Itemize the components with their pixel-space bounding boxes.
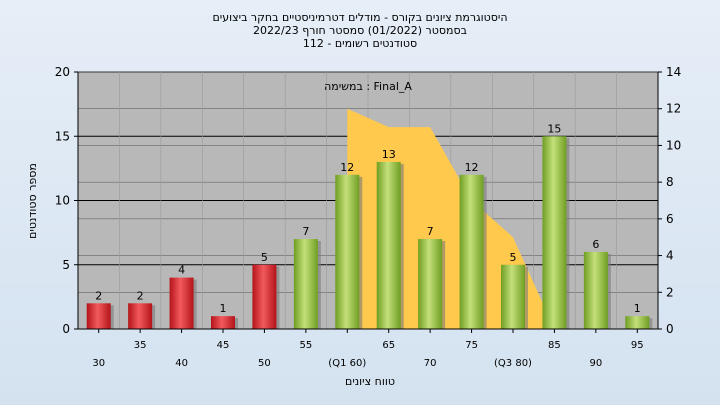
x-tick-label: 65 <box>382 340 395 351</box>
histogram-bar <box>418 239 443 329</box>
x-tick-label: 75 <box>465 340 478 351</box>
x-tick-label: 85 <box>548 340 561 351</box>
bar-value-label: 12 <box>465 161 479 174</box>
y-tick-label: 15 <box>55 129 70 143</box>
bar-value-label: 2 <box>95 289 102 302</box>
bar-value-label: 1 <box>220 302 227 315</box>
y-axis-label: מספר סטודנטים <box>26 163 39 239</box>
bar-value-label: 13 <box>382 148 396 161</box>
histogram-bar <box>128 303 153 329</box>
x-tick-label: (Q1 60) <box>328 358 366 369</box>
y2-tick-label: 12 <box>666 102 681 116</box>
histogram-bar <box>625 316 650 329</box>
y-tick-label: 5 <box>62 258 70 272</box>
bar-value-label: 5 <box>510 251 517 264</box>
bar-value-label: 15 <box>547 122 561 135</box>
chart-annotation: במשימה : Final_A <box>324 80 412 93</box>
y2-tick-label: 6 <box>666 212 674 226</box>
x-tick-label: 90 <box>589 358 602 369</box>
histogram-bar <box>293 239 318 329</box>
bar-value-label: 7 <box>427 225 434 238</box>
y2-tick-label: 14 <box>666 65 681 79</box>
histogram-bar <box>335 174 360 329</box>
x-tick-label: 70 <box>424 358 437 369</box>
x-tick-label: 40 <box>175 358 188 369</box>
histogram-bar <box>583 251 608 329</box>
bar-value-label: 12 <box>340 161 354 174</box>
x-tick-label: (Q3 80) <box>494 358 532 369</box>
y-tick-label: 0 <box>62 322 70 336</box>
x-axis-label: טווח ציונים <box>345 375 395 388</box>
histogram-bar <box>376 161 401 329</box>
x-tick-label: 50 <box>258 358 271 369</box>
y2-tick-label: 10 <box>666 138 681 152</box>
bar-value-label: 1 <box>634 302 641 315</box>
bar-value-label: 6 <box>592 238 599 251</box>
histogram-bar <box>252 264 277 329</box>
chart-subtitle-2: סטודנטים רשומים - 112 <box>302 37 418 50</box>
bar-value-label: 7 <box>302 225 309 238</box>
histogram-bar <box>542 136 567 329</box>
chart-title: היסטוגרמת ציונים בקורס - מודלים דטרמיניס… <box>212 11 508 24</box>
y-tick-label: 10 <box>55 194 70 208</box>
histogram-bar <box>211 316 235 329</box>
y2-tick-label: 0 <box>666 322 674 336</box>
x-tick-label: 35 <box>134 340 147 351</box>
x-tick-label: 55 <box>299 340 312 351</box>
bar-value-label: 2 <box>137 289 144 302</box>
y2-tick-label: 4 <box>666 249 674 263</box>
y-tick-label: 20 <box>55 65 70 79</box>
histogram-bar <box>169 277 194 329</box>
bar-value-label: 4 <box>178 264 185 277</box>
x-tick-label: 45 <box>217 340 230 351</box>
x-tick-label: 95 <box>631 340 644 351</box>
y2-tick-label: 2 <box>666 285 674 299</box>
bar-value-label: 5 <box>261 251 268 264</box>
chart-subtitle: בסמסטר (01/2022) סמסטר חורף 2022/23 <box>253 24 467 37</box>
histogram-bar <box>86 303 111 329</box>
histogram-bar <box>501 264 525 329</box>
x-tick-label: 30 <box>92 358 105 369</box>
y2-tick-label: 8 <box>666 175 674 189</box>
histogram-bar <box>459 174 484 329</box>
